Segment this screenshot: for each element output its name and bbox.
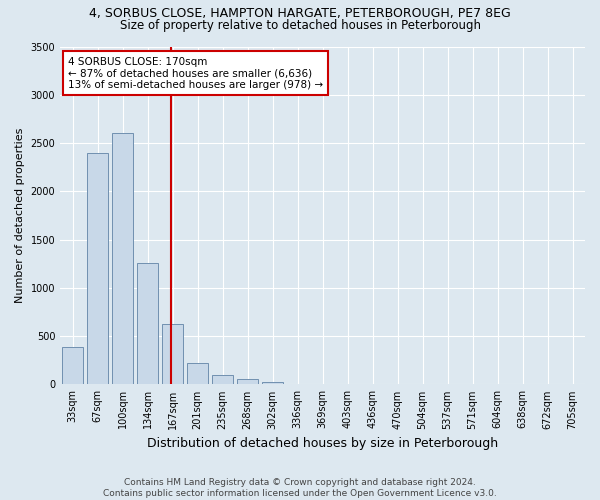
Text: Contains HM Land Registry data © Crown copyright and database right 2024.
Contai: Contains HM Land Registry data © Crown c… [103,478,497,498]
Bar [162,324,183,384]
X-axis label: Distribution of detached houses by size in Peterborough: Distribution of detached houses by size … [147,437,498,450]
Bar [237,379,258,384]
Bar [112,134,133,384]
Y-axis label: Number of detached properties: Number of detached properties [15,128,25,303]
Bar [187,363,208,384]
Bar [137,263,158,384]
Bar [62,347,83,385]
Bar [262,382,283,384]
Text: Size of property relative to detached houses in Peterborough: Size of property relative to detached ho… [119,19,481,32]
Text: 4, SORBUS CLOSE, HAMPTON HARGATE, PETERBOROUGH, PE7 8EG: 4, SORBUS CLOSE, HAMPTON HARGATE, PETERB… [89,8,511,20]
Bar [87,152,108,384]
Text: 4 SORBUS CLOSE: 170sqm
← 87% of detached houses are smaller (6,636)
13% of semi-: 4 SORBUS CLOSE: 170sqm ← 87% of detached… [68,56,323,90]
Bar [212,375,233,384]
